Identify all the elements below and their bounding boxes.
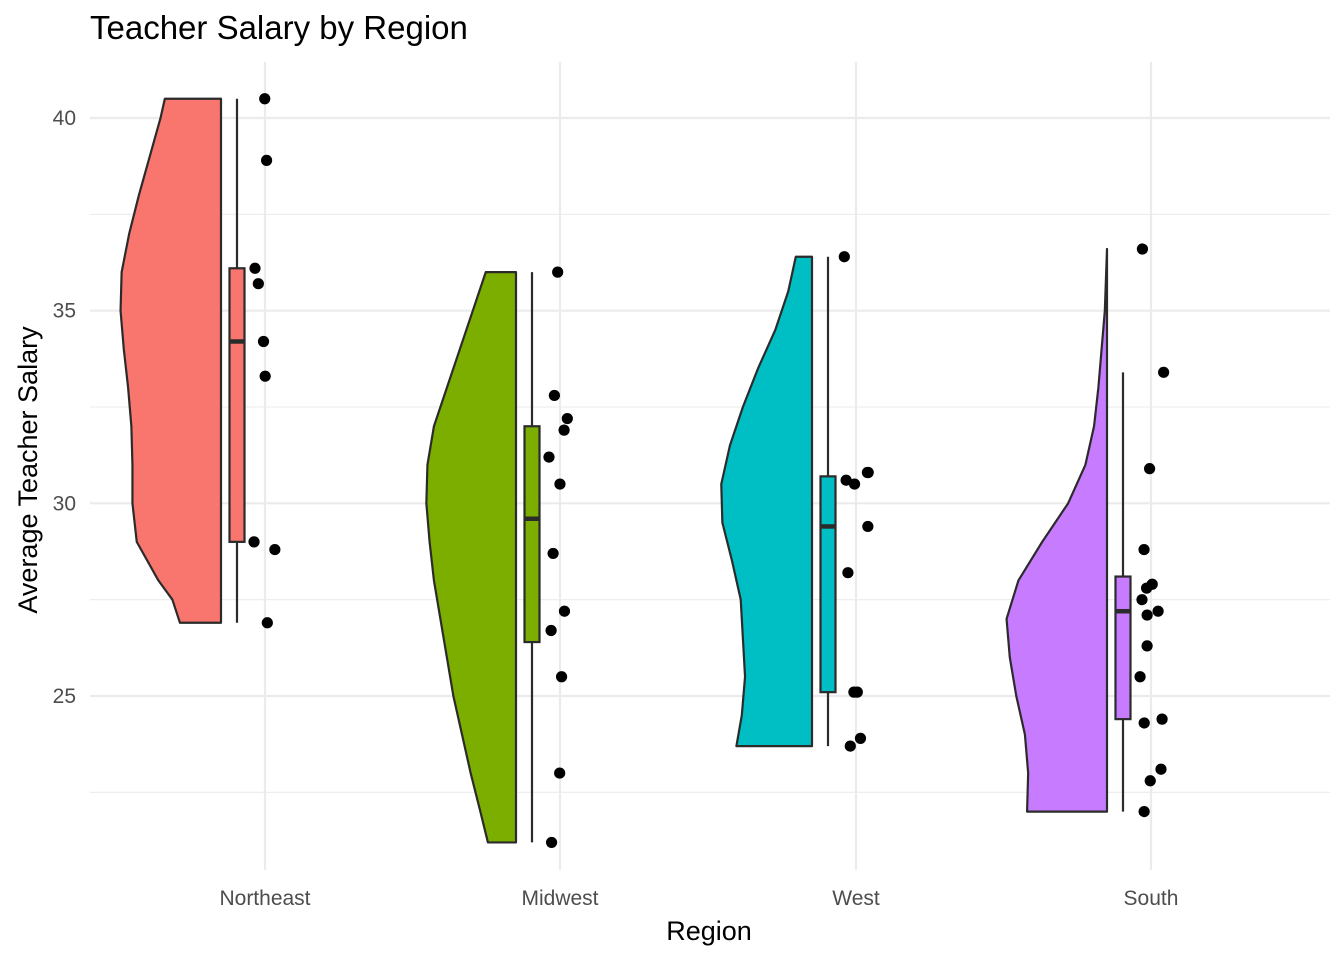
data-point: [854, 732, 867, 744]
data-point: [558, 424, 570, 436]
boxplot-layer: [228, 98, 1132, 843]
violin-west: [720, 255, 814, 748]
points-layer: [248, 93, 1170, 849]
y-tick-label: 40: [53, 107, 76, 130]
data-point: [545, 624, 557, 637]
data-point: [249, 262, 261, 274]
violin-south: [1005, 247, 1109, 813]
data-point: [260, 154, 273, 166]
data-point: [561, 412, 573, 425]
violin-northeast: [119, 97, 223, 624]
x-axis-ticks: Northeast Midwest West South: [219, 887, 1178, 910]
data-point: [838, 251, 850, 263]
data-point: [555, 671, 568, 683]
data-point: [842, 567, 854, 579]
data-point: [252, 278, 264, 290]
data-point: [547, 547, 559, 560]
data-point: [269, 543, 281, 556]
data-point: [844, 740, 856, 752]
data-point: [259, 370, 271, 382]
y-axis-title: Average Teacher Salary: [13, 326, 43, 614]
data-point: [848, 478, 861, 490]
violin-layer: [119, 97, 1109, 844]
data-point: [554, 478, 566, 490]
x-tick-label: Midwest: [521, 887, 598, 910]
violin-midwest: [425, 271, 518, 844]
data-point: [1136, 243, 1149, 255]
y-tick-label: 35: [53, 300, 76, 323]
data-point: [545, 836, 558, 849]
data-point: [840, 474, 852, 486]
box-iqr: [228, 267, 246, 543]
x-tick-label: South: [1124, 887, 1179, 910]
box-iqr: [819, 475, 837, 694]
data-point: [862, 520, 874, 533]
y-axis-ticks: 25 30 35 40: [53, 107, 76, 708]
data-point: [248, 536, 260, 548]
data-point: [552, 266, 564, 278]
data-point: [862, 466, 874, 479]
data-point: [1140, 582, 1153, 594]
data-point: [257, 335, 270, 348]
data-point: [558, 605, 571, 617]
data-point: [1138, 717, 1150, 729]
data-point: [851, 686, 863, 698]
data-point: [554, 767, 566, 779]
data-point: [1138, 806, 1150, 818]
x-tick-label: Northeast: [219, 887, 310, 910]
data-point: [1144, 775, 1156, 787]
grid-lines: [90, 62, 1330, 870]
data-point: [1158, 366, 1170, 378]
data-point: [1156, 713, 1168, 725]
data-point: [1141, 640, 1153, 652]
box-iqr: [1114, 575, 1132, 721]
data-point: [261, 617, 273, 629]
data-point: [1134, 671, 1146, 683]
y-tick-label: 30: [53, 492, 76, 515]
data-point: [1155, 763, 1167, 775]
x-axis-title: Region: [666, 916, 752, 946]
data-point: [1152, 605, 1164, 617]
x-tick-label: West: [832, 887, 880, 910]
data-point: [1143, 463, 1156, 475]
data-point: [259, 93, 271, 105]
data-point: [1141, 609, 1153, 621]
data-point: [543, 451, 555, 463]
data-point: [548, 389, 560, 402]
chart-title: Teacher Salary by Region: [90, 9, 468, 46]
data-point: [1138, 543, 1150, 556]
y-tick-label: 25: [53, 685, 76, 708]
data-point: [1136, 594, 1148, 606]
box-iqr: [523, 425, 541, 644]
